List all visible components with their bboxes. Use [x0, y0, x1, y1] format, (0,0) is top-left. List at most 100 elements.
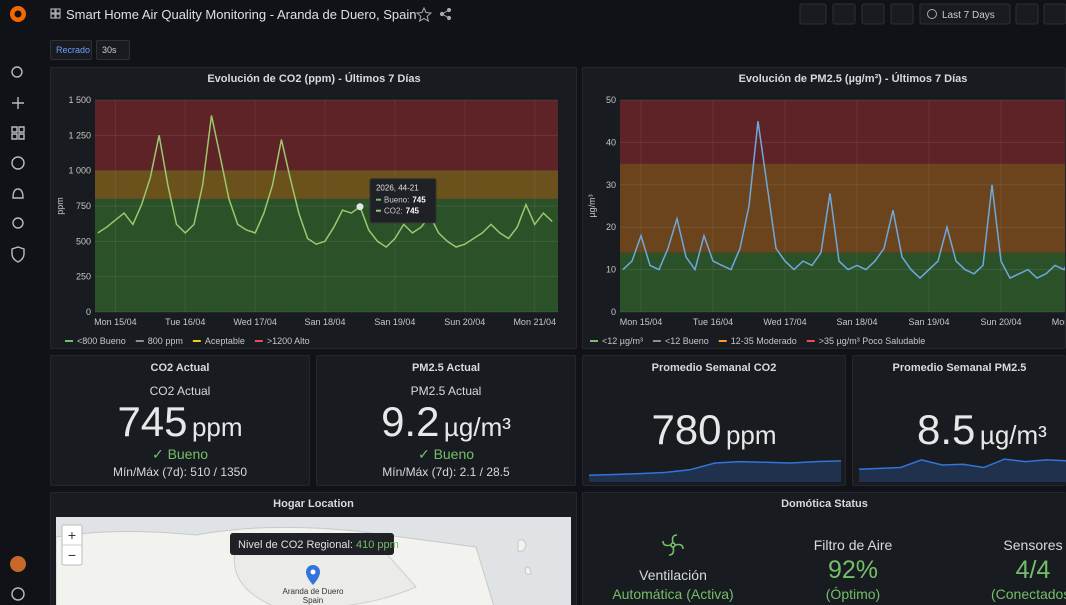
stat-value: 780	[651, 406, 722, 453]
alert-icon[interactable]	[12, 188, 24, 199]
search-icon[interactable]	[11, 66, 23, 78]
y-tick-label: 20	[606, 222, 616, 232]
clock-icon	[927, 9, 937, 19]
x-tick-label: Wed 17/04	[233, 317, 276, 327]
place-label: Aranda de Duero	[283, 587, 344, 596]
x-tick-label: Wed 17/04	[763, 317, 806, 327]
avatar[interactable]	[10, 556, 26, 572]
stat-panel: Promedio Semanal CO2 780 ppm	[582, 355, 846, 486]
stat-unit: ppm	[191, 412, 243, 442]
x-tick-label: San 18/04	[836, 317, 877, 327]
sparkline-line	[589, 460, 841, 476]
zoom-out[interactable]: −	[68, 547, 76, 563]
y-tick-label: 500	[76, 236, 91, 246]
chart-title: Evolución de PM2.5 (µg/m³) - Últimos 7 D…	[739, 72, 968, 85]
threshold-band	[95, 170, 558, 199]
x-tick-label: Tue 16/04	[693, 317, 733, 327]
item-note: (Conectados)	[990, 586, 1066, 602]
sparkline-area	[589, 460, 841, 482]
tooltip-label: Nivel de CO2 Regional:	[238, 539, 353, 551]
stat-value: 8.5	[917, 406, 976, 453]
legend-label: >1200 Alto	[267, 336, 310, 346]
legend-label: 800 ppm	[148, 336, 183, 346]
sparkline-area	[859, 459, 1066, 482]
islands	[517, 539, 532, 576]
stat-minmax: Mín/Máx (7d): 510 / 1350	[112, 465, 248, 479]
y-tick-label: 250	[76, 272, 91, 282]
tooltip-row-label: CO2:	[384, 207, 403, 216]
check-icon: ✓	[417, 446, 430, 462]
data-line	[97, 115, 553, 248]
tooltip-row-value: 745	[412, 196, 426, 205]
data-line	[622, 121, 1065, 280]
share-icon[interactable]	[439, 7, 452, 21]
tooltip-value: 410 ppm	[356, 539, 399, 551]
stat-panel: PM2.5 Actual PM2.5 Actual 9.2 µg/m³ ✓ Bu…	[316, 355, 576, 486]
chart-title: Evolución de CO2 (ppm) - Últimos 7 Días	[207, 72, 420, 85]
x-tick-label: Tue 16/04	[165, 317, 205, 327]
stat-status: Bueno	[433, 446, 475, 462]
tv-button[interactable]	[890, 3, 914, 25]
map[interactable]: + − Nivel de CO2 Regional: 410 ppm Arand…	[56, 517, 571, 605]
legend-label: <12 Bueno	[665, 336, 709, 346]
threshold-band	[620, 163, 1065, 253]
co2-panel: Evolución de CO2 (ppm) - Últimos 7 Días 0…	[50, 67, 577, 349]
item-value: 4/4	[1015, 556, 1051, 584]
item-label: Filtro de Aire	[813, 537, 893, 553]
refresh-button[interactable]	[1043, 3, 1066, 25]
x-tick-label: San 19/04	[908, 317, 949, 327]
config-icon[interactable]	[12, 217, 24, 229]
header-bar: Smart Home Air Quality Monitoring - Aran…	[10, 3, 1066, 25]
pm25-chart: Evolución de PM2.5 (µg/m³) - Últimos 7 D…	[587, 72, 1066, 346]
x-tick-label: Mon 15/04	[94, 317, 137, 327]
x-tick-label: San 18/04	[305, 317, 346, 327]
help-icon[interactable]	[11, 587, 25, 601]
hover-point	[356, 203, 364, 211]
domotica-panel: Domótica Status Ventilación Automática (…	[582, 492, 1066, 605]
interval-label: 30s	[102, 45, 117, 55]
stat-status: Bueno	[167, 446, 209, 462]
map-tooltip	[230, 533, 394, 555]
legend-label: <12 µg/m³	[602, 336, 643, 346]
y-tick-label: 50	[606, 95, 616, 105]
y-tick-label: 40	[606, 137, 616, 147]
panel-title: Promedio Semanal PM2.5	[892, 362, 1027, 374]
country-label: Spain	[303, 596, 323, 605]
location-pin[interactable]	[306, 565, 320, 585]
interval-picker[interactable]: 30s	[96, 40, 130, 60]
save-button[interactable]	[832, 3, 856, 25]
time-picker[interactable]	[919, 3, 1011, 25]
panel-title: CO2 Actual	[150, 362, 210, 374]
star-icon[interactable]	[415, 6, 433, 23]
add-panel-button[interactable]	[799, 3, 827, 25]
co2-chart: Evolución de CO2 (ppm) - Últimos 7 Días 0…	[55, 72, 558, 346]
shield-icon[interactable]	[11, 246, 25, 263]
legend-label: Aceptable	[205, 336, 245, 346]
sparkline	[859, 458, 1066, 482]
y-tick-label: 1 500	[68, 95, 91, 105]
legend-label: <800 Bueno	[77, 336, 126, 346]
panel-title: PM2.5 Actual	[411, 362, 481, 374]
settings-button[interactable]	[861, 3, 885, 25]
tooltip-row-label: Bueno:	[384, 196, 409, 205]
x-tick-label: Mon 15/04	[620, 317, 663, 327]
zoom-out-button[interactable]	[1015, 3, 1039, 25]
item-label: Ventilación	[639, 567, 707, 583]
dashboards-nav[interactable]	[11, 126, 25, 140]
x-tick-label: Mon 21/04	[1052, 317, 1066, 327]
stat-unit: µg/m³	[979, 420, 1047, 450]
stat-minmax: Mín/Máx (7d): 2.1 / 28.5	[382, 465, 510, 479]
stat-value: 9.2	[381, 398, 440, 445]
explore-icon[interactable]	[11, 156, 25, 170]
x-tick-label: San 19/04	[374, 317, 415, 327]
zoom-in[interactable]: +	[68, 527, 76, 543]
y-tick-label: 1 250	[68, 130, 91, 140]
threshold-band	[620, 252, 1065, 312]
create-icon[interactable]	[12, 97, 24, 109]
stat-unit: µg/m³	[443, 412, 511, 442]
refresh-toggle[interactable]: Recrado	[50, 40, 92, 60]
y-tick-label: 0	[86, 307, 91, 317]
dashboard-title: Smart Home Air Quality Monitoring - Aran…	[66, 7, 416, 22]
map-tooltip-label: Nivel de CO2 Regional: 410 ppm	[238, 539, 399, 551]
